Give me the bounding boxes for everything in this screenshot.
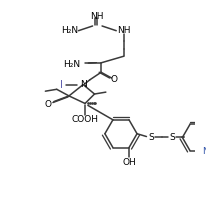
Text: OH: OH	[122, 158, 136, 167]
Text: S: S	[169, 133, 175, 142]
Text: O: O	[45, 100, 52, 109]
Text: NH: NH	[117, 26, 131, 35]
Text: H₂N: H₂N	[63, 60, 80, 69]
Text: I: I	[60, 80, 63, 90]
Text: N: N	[202, 147, 206, 156]
Text: S: S	[148, 133, 154, 142]
Text: O: O	[111, 75, 118, 84]
Text: H₂N: H₂N	[61, 26, 78, 35]
Text: N: N	[80, 80, 87, 89]
Text: COOH: COOH	[71, 115, 98, 124]
Text: NH: NH	[91, 12, 104, 21]
